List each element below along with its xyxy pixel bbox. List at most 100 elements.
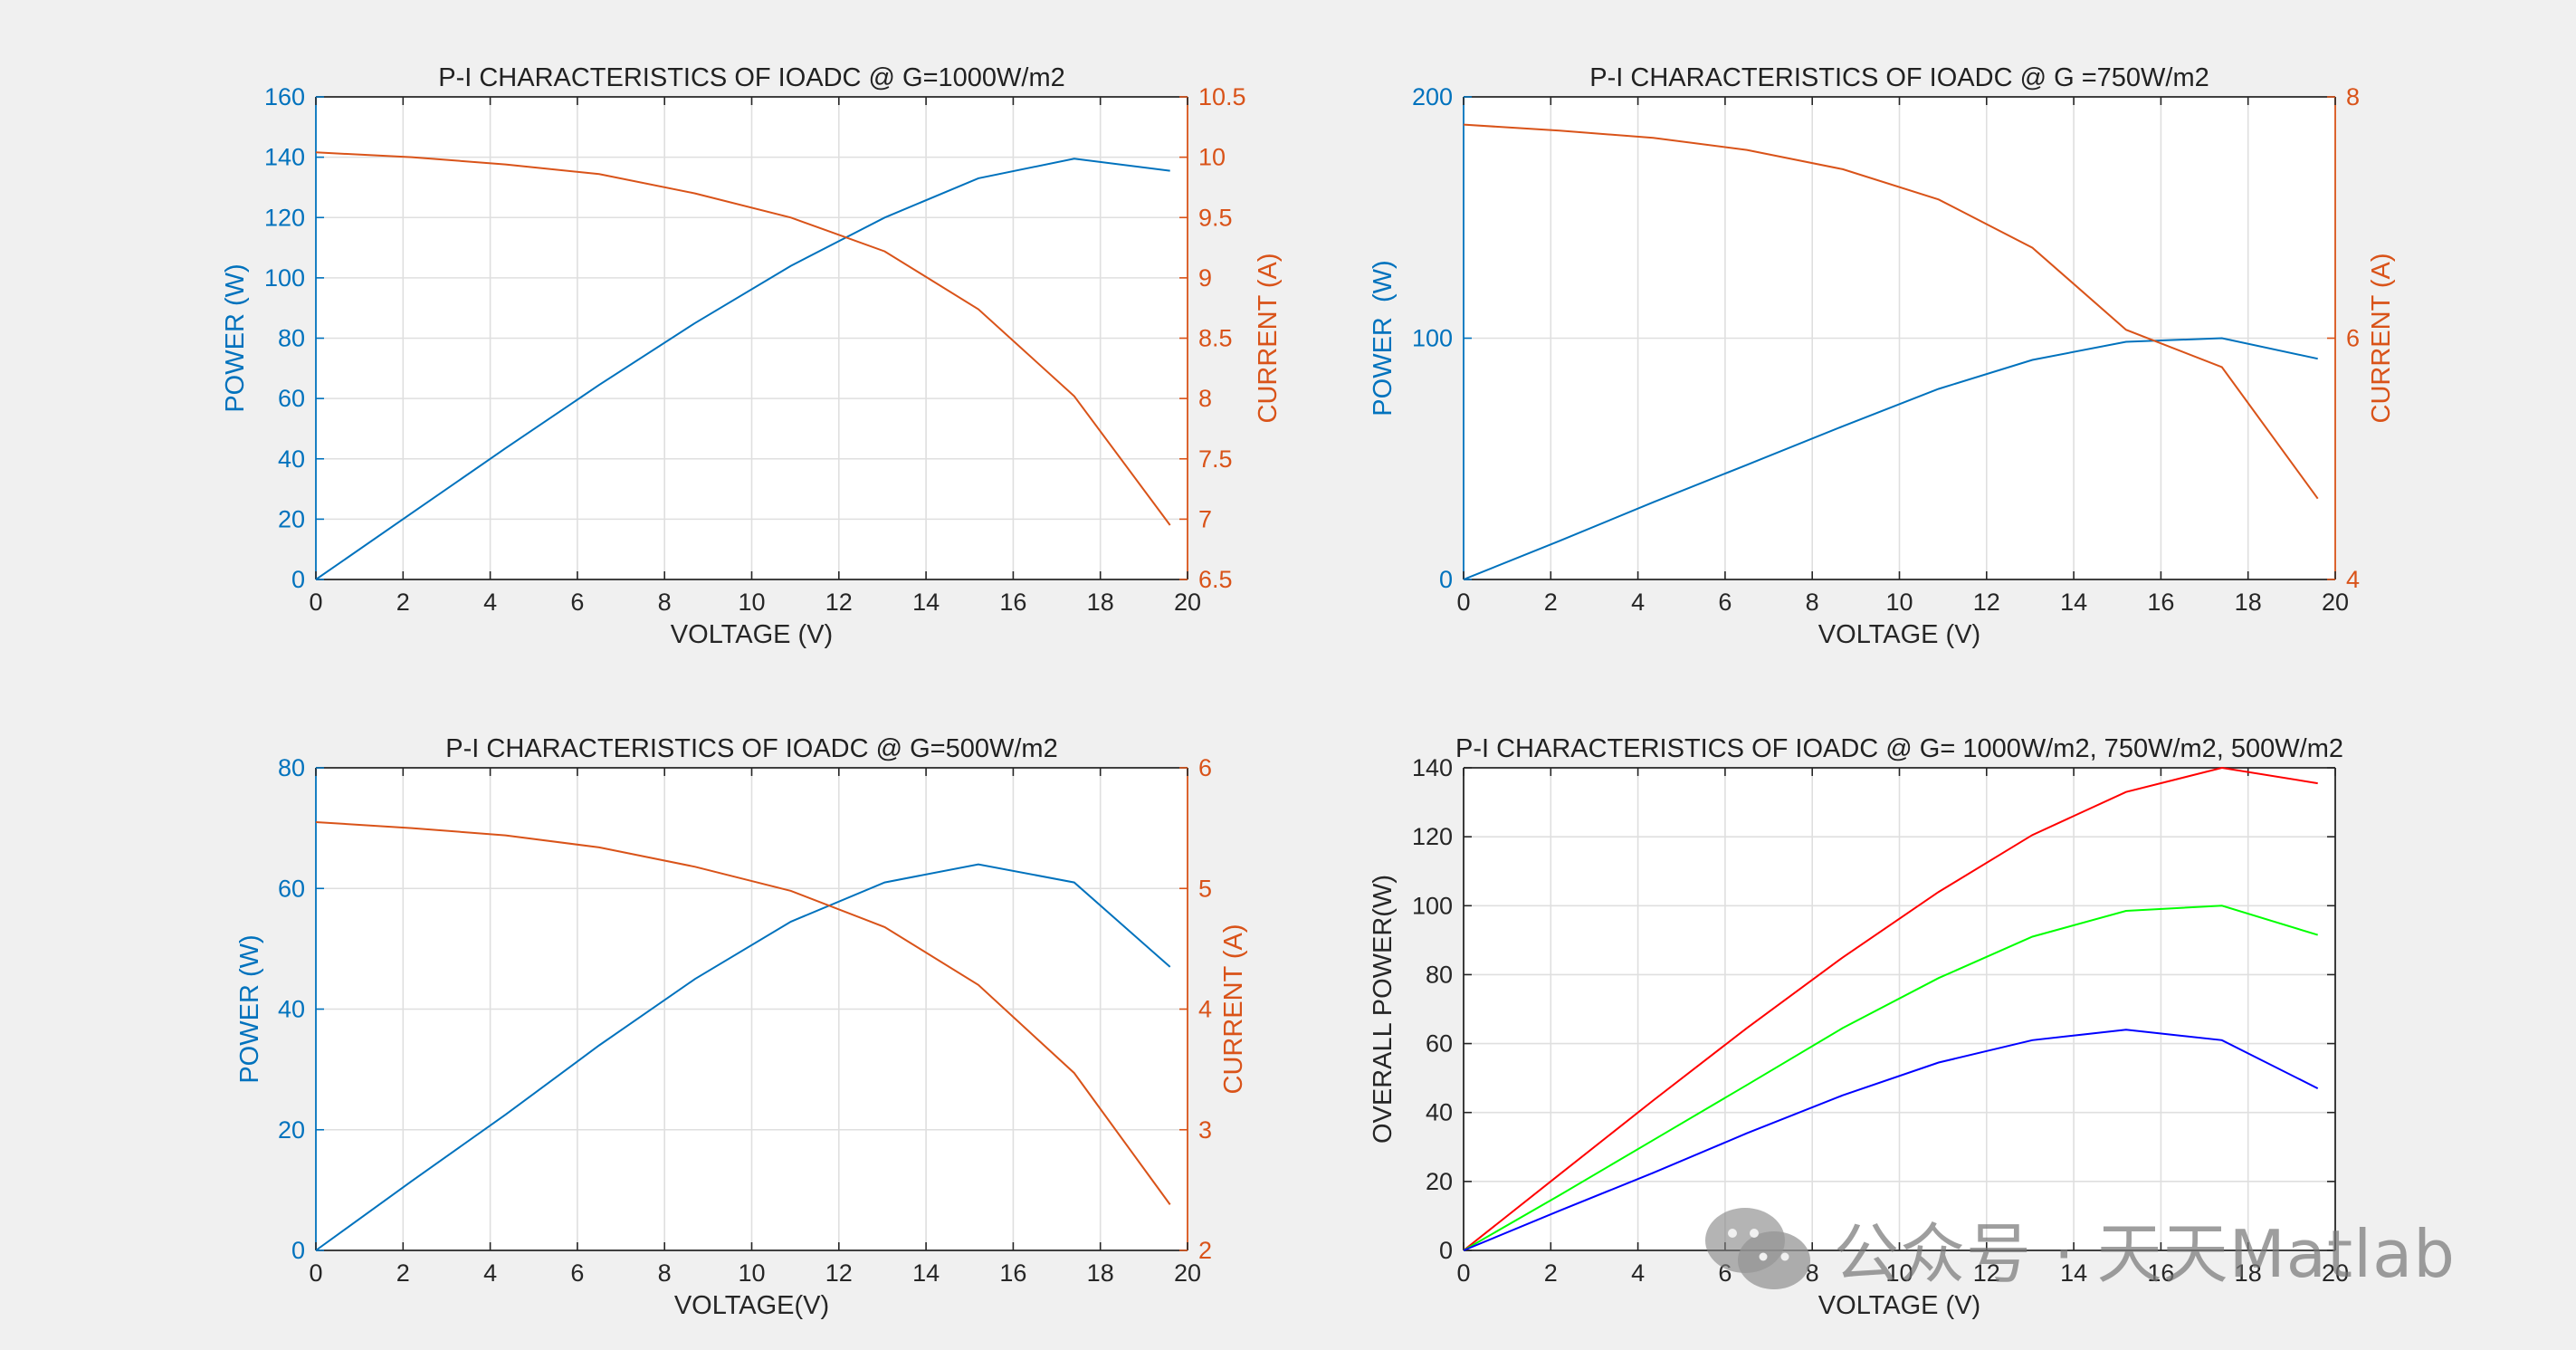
y-tick-label-left: 80	[278, 325, 305, 352]
y-tick-label-left: 60	[278, 875, 305, 902]
x-tick-label: 20	[2322, 1259, 2349, 1287]
series-line-current	[1463, 123, 2319, 500]
y-tick-label-right: 8	[2346, 83, 2360, 110]
y-axis-title-left: POWER (W)	[221, 263, 250, 412]
y-tick-label-right: 8	[1198, 385, 1212, 412]
y-tick-label-right: 3	[1198, 1116, 1212, 1144]
x-tick-label: 6	[570, 1259, 584, 1287]
wechat-icon	[1705, 1208, 1810, 1289]
watermark: 公众号 · 天天Matlab	[1700, 1193, 2456, 1302]
x-tick-label: 16	[999, 1259, 1026, 1287]
x-tick-label: 10	[738, 1259, 765, 1287]
y-tick-label-left: 40	[278, 445, 305, 473]
x-tick-label: 12	[1973, 1259, 2000, 1287]
x-tick-label: 20	[1174, 1259, 1201, 1287]
y-tick-label-right: 8.5	[1198, 325, 1233, 352]
x-tick-label: 0	[1456, 589, 1470, 616]
y-tick-label-right: 9.5	[1198, 204, 1233, 231]
y-tick-label-left: 60	[278, 385, 305, 412]
y-tick-label-left: 160	[264, 83, 305, 110]
y-tick-label-left: 100	[1412, 892, 1453, 919]
y-tick-label-left: 80	[278, 754, 305, 781]
x-tick-label: 10	[1885, 589, 1913, 616]
x-tick-label: 18	[1087, 589, 1114, 616]
x-tick-label: 2	[1544, 1259, 1558, 1287]
series-line-g-1000w-m2	[1463, 766, 2318, 1251]
chart-p1000: 0 2 4 6 8 10 12 14 16 18 20 0 20 40 60 80 100 120 140 160 6.…	[221, 63, 1283, 649]
y-tick-label-right: 6	[2346, 325, 2360, 352]
chart-title: P-I CHARACTERISTICS OF IOADC @ G=1000W/m…	[438, 63, 1065, 92]
y-tick-label-left: 20	[278, 1116, 305, 1144]
chart-p500: 0 2 4 6 8 10 12 14 16 18 20 0 20 40 60 80 2 3 4 5 6 P-I CHARA…	[235, 734, 1248, 1320]
y-tick-label-right: 2	[1198, 1237, 1212, 1264]
x-axis-title: VOLTAGE (V)	[1818, 620, 1980, 649]
y-tick-label-right: 6.5	[1198, 566, 1233, 593]
series-line-g-500w-m2	[1463, 1029, 2319, 1251]
y-tick-label-right: 9	[1198, 264, 1212, 292]
y-tick-label-right: 10.5	[1198, 83, 1246, 110]
y-axis-title-right: CURRENT (A)	[2367, 254, 2396, 424]
series-line-power	[315, 158, 1170, 580]
x-tick-label: 18	[2235, 589, 2262, 616]
x-tick-label: 16	[2147, 589, 2174, 616]
x-tick-label: 14	[912, 589, 940, 616]
x-tick-label: 0	[309, 1259, 322, 1287]
x-axis-title: VOLTAGE (V)	[1818, 1291, 1980, 1320]
x-tick-label: 14	[2060, 1259, 2087, 1287]
x-tick-label: 18	[1087, 1259, 1114, 1287]
y-tick-label-left: 40	[278, 996, 305, 1023]
y-axis-title-left: POWER (W)	[235, 934, 264, 1083]
x-tick-label: 12	[1973, 589, 2000, 616]
x-tick-label: 16	[999, 589, 1026, 616]
x-tick-label: 8	[658, 589, 672, 616]
x-tick-label: 20	[2322, 589, 2349, 616]
y-tick-label-right: 7	[1198, 505, 1212, 532]
y-tick-label-left: 140	[1412, 754, 1453, 781]
x-tick-label: 8	[1806, 589, 1819, 616]
x-tick-label: 4	[1631, 589, 1645, 616]
x-axis-title: VOLTAGE (V)	[671, 620, 833, 649]
chart-title: P-I CHARACTERISTICS OF IOADC @ G= 1000W/…	[1455, 734, 2343, 763]
y-tick-label-left: 20	[1426, 1168, 1453, 1195]
x-tick-label: 6	[1718, 589, 1732, 616]
x-tick-label: 18	[2235, 1259, 2262, 1287]
watermark-text: 公众号 · 天天Matlab	[1834, 1215, 2456, 1292]
y-axis-title-right: CURRENT (A)	[1219, 924, 1248, 1095]
x-tick-label: 14	[2060, 589, 2087, 616]
y-tick-label-left: 80	[1426, 961, 1453, 988]
y-axis-title-right: CURRENT (A)	[1254, 254, 1283, 424]
x-tick-label: 14	[912, 1259, 940, 1287]
y-tick-label-right: 5	[1198, 875, 1212, 902]
y-tick-label-left: 100	[264, 264, 305, 292]
y-tick-label-right: 6	[1198, 754, 1212, 781]
series-line-power	[315, 863, 1171, 1251]
chart-title: P-I CHARACTERISTICS OF IOADC @ G =750W/m…	[1589, 63, 2209, 92]
y-tick-label-left: 140	[264, 144, 305, 171]
x-tick-label: 4	[1631, 1259, 1645, 1287]
x-tick-label: 12	[825, 1259, 853, 1287]
x-tick-label: 0	[309, 589, 322, 616]
x-tick-label: 10	[1885, 1259, 1913, 1287]
y-tick-label-left: 100	[1412, 325, 1453, 352]
y-tick-label-left: 20	[278, 505, 305, 532]
y-tick-label-left: 40	[1426, 1099, 1453, 1126]
x-tick-label: 10	[738, 589, 765, 616]
y-tick-label-left: 0	[1439, 566, 1453, 593]
x-tick-label: 2	[396, 1259, 410, 1287]
x-tick-label: 12	[825, 589, 853, 616]
x-tick-label: 6	[570, 589, 584, 616]
x-tick-label: 2	[1544, 589, 1558, 616]
x-tick-label: 8	[658, 1259, 672, 1287]
y-tick-label-right: 7.5	[1198, 445, 1233, 473]
y-tick-label-left: 60	[1426, 1030, 1453, 1058]
y-tick-label-left: 0	[291, 566, 305, 593]
y-tick-label-left: 200	[1412, 83, 1453, 110]
x-tick-label: 4	[483, 589, 497, 616]
series-line-g-750w-m2	[1463, 905, 2318, 1251]
x-tick-label: 20	[1174, 589, 1201, 616]
y-tick-label-right: 4	[2346, 566, 2360, 593]
x-tick-label: 2	[396, 589, 410, 616]
